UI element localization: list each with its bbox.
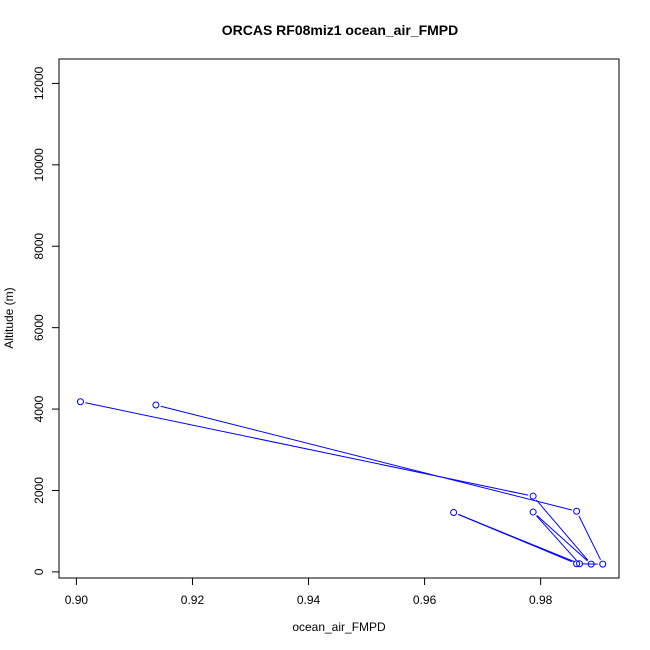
plot-box xyxy=(58,58,620,579)
y-tick-label: 6000 xyxy=(32,314,46,341)
series-line-segment xyxy=(160,405,572,511)
x-tick-label: 0.90 xyxy=(65,593,89,607)
y-tick-label: 0 xyxy=(32,568,46,575)
y-tick-label: 10000 xyxy=(32,148,46,182)
x-tick-label: 0.94 xyxy=(297,593,321,607)
series-line-segment xyxy=(458,513,573,563)
y-tick-label: 4000 xyxy=(32,395,46,422)
x-tick-label: 0.92 xyxy=(181,593,205,607)
data-point xyxy=(587,560,595,568)
x-axis-label: ocean_air_FMPD xyxy=(292,620,386,634)
y-tick-label: 2000 xyxy=(32,477,46,504)
y-axis: 0 2000 4000 6000 8000 10000 12000 xyxy=(32,66,60,575)
data-point xyxy=(529,492,537,500)
series-line-segment xyxy=(578,515,601,560)
series-line-segment xyxy=(535,499,589,561)
y-tick-label: 8000 xyxy=(32,233,46,260)
data-point xyxy=(573,560,581,568)
chart-title: ORCAS RF08miz1 ocean_air_FMPD xyxy=(222,22,459,38)
y-axis-label: Altitude (m) xyxy=(2,287,16,348)
y-tick-label: 12000 xyxy=(32,66,46,100)
data-point xyxy=(599,560,607,568)
data-point xyxy=(529,508,537,516)
data-point xyxy=(76,398,84,406)
data-point xyxy=(152,401,160,409)
x-tick-label: 0.96 xyxy=(413,593,437,607)
series-line-segment xyxy=(536,515,588,562)
series-layer xyxy=(76,398,607,568)
x-tick-label: 0.98 xyxy=(529,593,553,607)
data-point xyxy=(573,507,581,515)
series-line-segment xyxy=(536,515,577,561)
series-line-segment xyxy=(85,402,529,496)
x-axis: 0.90 0.92 0.94 0.96 0.98 xyxy=(65,577,553,607)
data-point xyxy=(576,560,584,568)
data-point xyxy=(450,508,458,516)
